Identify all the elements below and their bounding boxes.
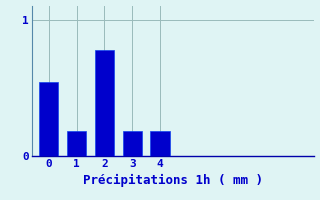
Bar bbox=[67, 131, 86, 156]
Bar bbox=[39, 82, 59, 156]
Bar bbox=[95, 50, 114, 156]
Bar bbox=[123, 131, 142, 156]
Bar bbox=[150, 131, 170, 156]
X-axis label: Précipitations 1h ( mm ): Précipitations 1h ( mm ) bbox=[83, 174, 263, 187]
